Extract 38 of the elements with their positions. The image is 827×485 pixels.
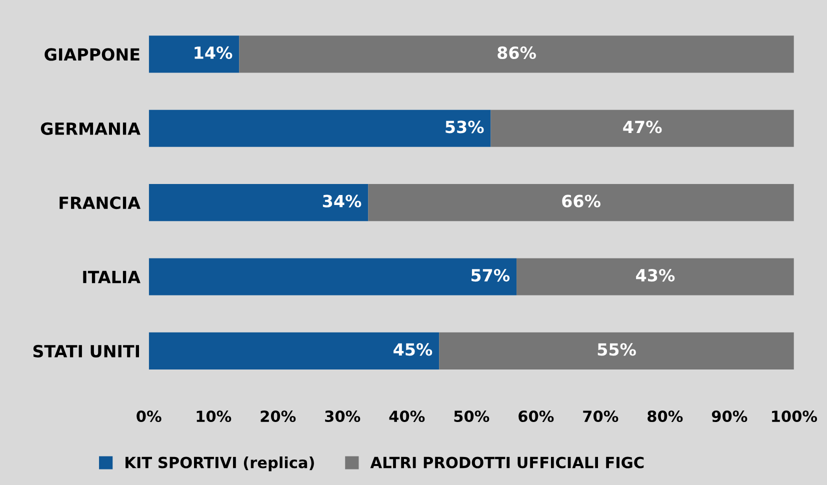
bar <box>439 332 794 370</box>
data-label: 86% <box>498 46 536 60</box>
x-tick-label: 50% <box>454 410 490 422</box>
bar <box>368 184 794 222</box>
bar <box>148 36 240 73</box>
data-label: 43% <box>636 268 675 282</box>
x-tick-label: 40% <box>389 410 425 422</box>
x-tick-label: 80% <box>648 410 683 422</box>
data-label: 66% <box>562 194 600 208</box>
bar <box>148 258 517 296</box>
data-label: 14% <box>194 46 232 60</box>
x-tick-label: 60% <box>518 410 554 422</box>
data-label: 34% <box>322 194 362 208</box>
x-tick-label: 20% <box>260 410 296 422</box>
data-label: 45% <box>394 343 432 356</box>
bar <box>148 110 491 147</box>
x-tick-label: 70% <box>583 410 618 422</box>
bar <box>148 332 440 370</box>
data-label: 53% <box>446 120 484 134</box>
y-tick-label: ITALIA <box>83 270 140 284</box>
x-tick-label: 90% <box>712 410 748 422</box>
y-tick-label: GIAPPONE <box>44 48 140 61</box>
bar <box>239 36 794 73</box>
data-label: 57% <box>471 268 510 282</box>
legend-label: ALTRI PRODOTTI UFFICIALI FIGC <box>370 456 644 468</box>
legend-label: KIT SPORTIVI (replica) <box>126 456 314 472</box>
bar <box>148 184 368 222</box>
y-tick-label: STATI UNITI <box>33 344 139 358</box>
x-tick-label: 10% <box>196 410 232 422</box>
x-tick-label: 0% <box>136 410 162 422</box>
x-tick-label: 30% <box>325 410 360 422</box>
bar <box>490 110 794 147</box>
y-tick-label: FRANCIA <box>60 196 140 210</box>
x-tick-label: 100% <box>772 410 818 422</box>
y-tick-label: GERMANIA <box>40 122 140 135</box>
data-label: 55% <box>598 343 636 356</box>
bar <box>516 258 794 296</box>
data-label: 47% <box>623 120 662 134</box>
